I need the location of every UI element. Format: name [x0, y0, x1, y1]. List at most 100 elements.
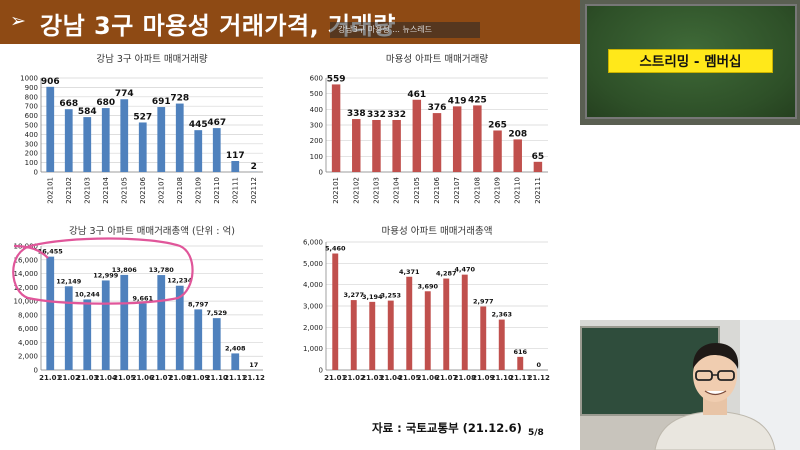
y-tick-label: 600	[25, 112, 38, 120]
bar	[64, 286, 73, 370]
membership-sign: 스트리밍 - 멤버십	[608, 49, 773, 73]
y-tick-label: 0	[34, 367, 38, 375]
y-tick-label: 400	[25, 131, 38, 139]
x-tick-label: 202109	[194, 177, 202, 204]
x-tick-label: 21.11	[224, 374, 246, 382]
bar	[372, 119, 381, 172]
x-tick-label: 21.02	[58, 374, 80, 382]
y-tick-label: 800	[25, 93, 38, 101]
chart-title: 마용성 아파트 매매거래총액	[382, 225, 493, 237]
page-number: 5/8	[528, 428, 544, 438]
x-tick-label: 202102	[352, 177, 360, 204]
y-tick-label: 1,000	[303, 345, 323, 353]
x-tick-label: 21.07	[435, 374, 457, 382]
x-tick-label: 202104	[102, 176, 110, 203]
chart-title: 강남 3구 아파트 매매거래총액 (단위 : 억)	[69, 225, 235, 237]
chart-mys-amount-svg: 마용성 아파트 매매거래총액 0 1,000 2,000 3,000 4,000 5,000…	[303, 225, 550, 382]
overlay-caption: 강남3구 마용성 ... 뉴스레드	[330, 22, 480, 38]
x-tick-label: 21.09	[472, 374, 494, 382]
bar	[194, 309, 203, 370]
y-tick-label: 18,000	[14, 243, 39, 251]
data-label: 13,806	[112, 266, 138, 274]
x-tick-label: 202102	[65, 177, 73, 204]
data-label: 445	[189, 120, 208, 130]
x-tick-label: 202110	[213, 177, 221, 204]
y-tick-label: 4,000	[303, 281, 323, 289]
x-tick-label: 21.08	[454, 374, 476, 382]
x-tick-label: 21.03	[361, 374, 383, 382]
x-tick-label: 202104	[393, 176, 401, 203]
bar	[157, 107, 166, 172]
data-label: 8,797	[188, 300, 209, 308]
data-label: 332	[387, 110, 406, 120]
x-tick-label: 202101	[46, 177, 54, 204]
x-tick-label: 21.02	[343, 374, 365, 382]
data-label: 117	[226, 151, 245, 161]
bar	[101, 108, 110, 172]
data-label: 2,977	[473, 297, 494, 305]
x-tick-label: 21.01	[39, 374, 61, 382]
data-label: 65	[532, 152, 545, 162]
y-tick-label: 500	[25, 122, 38, 130]
data-label: 5,460	[325, 245, 346, 253]
bar	[120, 274, 129, 370]
bar	[493, 130, 502, 172]
y-tick-label: 16,000	[14, 256, 39, 264]
data-label: 3,253	[380, 292, 401, 300]
chart-gangnam-volume-svg: 강남 3구 아파트 매매거래량0100200300400500600700800…	[20, 53, 263, 204]
data-label: 2	[251, 162, 257, 172]
data-label: 265	[488, 120, 507, 130]
data-label: 461	[407, 90, 426, 100]
data-label: 13,780	[149, 266, 175, 274]
data-label: 208	[508, 129, 527, 139]
chart-gangnam-amount: 강남 3구 아파트 매매거래총액 (단위 : 억) 0 2,000 4,000 6,00…	[5, 222, 270, 390]
y-tick-label: 300	[25, 140, 38, 148]
chart-title: 강남 3구 아파트 매매거래량	[96, 53, 208, 65]
data-label: 16,455	[38, 248, 64, 256]
bar	[46, 86, 55, 172]
data-label: 12,149	[56, 277, 82, 285]
data-label: 467	[207, 118, 226, 128]
y-tick-label: 2,000	[18, 353, 38, 361]
x-tick-label: 21.04	[380, 374, 402, 382]
x-tick-label: 202106	[139, 176, 147, 203]
bar	[498, 319, 505, 370]
chart-mys-amount: 마용성 아파트 매매거래총액 0 1,000 2,000 3,000 4,000 5,000…	[290, 222, 555, 390]
y-tick-label: 1000	[20, 75, 38, 83]
x-tick-label: 202103	[83, 177, 91, 204]
y-tick-label: 200	[25, 150, 38, 158]
x-tick-label: 21.03	[76, 374, 98, 382]
bar	[517, 356, 524, 370]
data-label: 4,371	[399, 268, 420, 276]
bar	[432, 113, 442, 172]
x-tick-label: 202108	[176, 177, 184, 204]
slide-header: ➢ 강남 3구 마용성 거래가격, 거래량 강남3구 마용성 ... 뉴스레드	[0, 0, 580, 44]
x-tick-label: 202112	[250, 177, 258, 204]
y-tick-label: 8,000	[18, 311, 38, 319]
x-tick-label: 202111	[231, 177, 239, 204]
bar	[452, 106, 462, 172]
x-tick-label: 21.06	[417, 374, 439, 382]
data-label: 527	[133, 112, 152, 122]
bar	[212, 128, 221, 172]
data-label: 3,194	[362, 293, 383, 301]
y-tick-label: 0	[319, 169, 323, 177]
data-label: 680	[96, 98, 115, 108]
x-tick-label: 202109	[494, 177, 502, 204]
x-tick-label: 21.08	[169, 374, 191, 382]
bar	[157, 275, 166, 370]
data-label: 9,661	[132, 294, 153, 302]
source-note: 자료 : 국토교통부 (21.12.6)	[372, 421, 522, 435]
y-tick-label: 900	[25, 84, 38, 92]
y-tick-label: 12,000	[14, 284, 39, 292]
data-label: 419	[448, 96, 467, 106]
data-label: 616	[513, 348, 527, 356]
bar	[231, 161, 240, 172]
x-tick-label: 21.06	[132, 374, 154, 382]
bar	[406, 276, 413, 370]
x-tick-label: 21.05	[398, 374, 420, 382]
chart-mys-volume-svg: 마용성 아파트 매매거래량 0 100 200 300 400 500 600 559 20210…	[310, 53, 548, 204]
bar	[533, 161, 543, 172]
y-tick-label: 100	[310, 153, 323, 161]
bar	[101, 280, 110, 370]
